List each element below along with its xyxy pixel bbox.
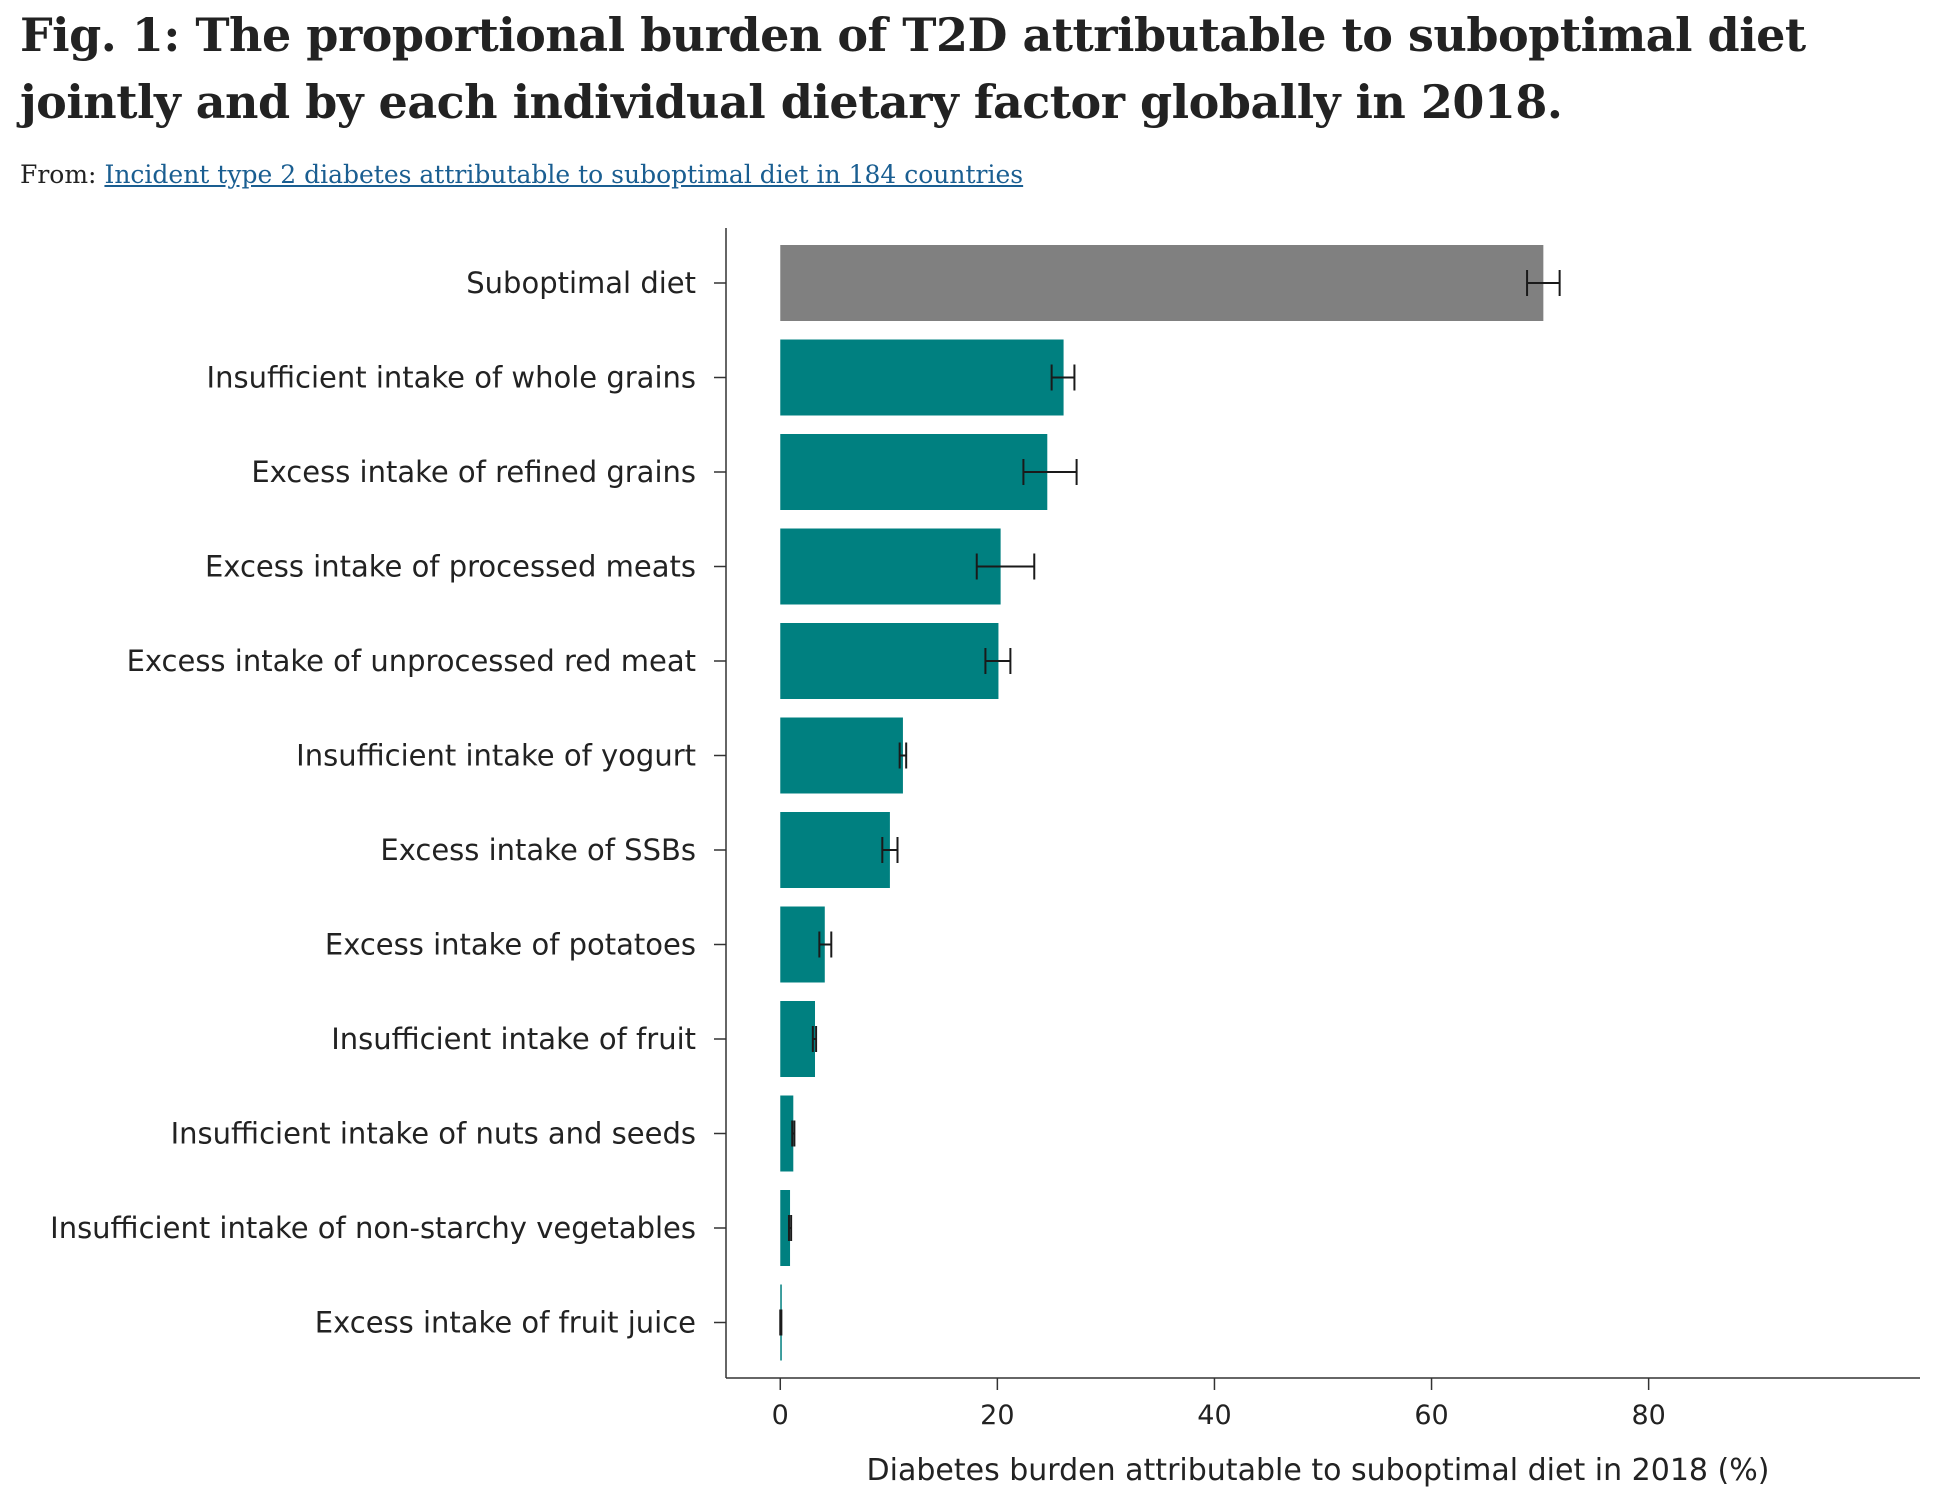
category-label-10: Insufficient intake of non-starchy veget… bbox=[50, 1211, 696, 1245]
bar-3 bbox=[780, 528, 1001, 605]
x-axis-label: Diabetes burden attributable to suboptim… bbox=[867, 1453, 1770, 1488]
error-bar-8 bbox=[811, 1026, 818, 1052]
bar-4 bbox=[780, 623, 999, 699]
bar-chart: Suboptimal diet Insufficient intake of wh… bbox=[50, 228, 1920, 1488]
bars-layer bbox=[780, 245, 1544, 1361]
error-bar-3 bbox=[975, 553, 1036, 580]
x-tick-label-2: 40 bbox=[1197, 1400, 1231, 1431]
category-label-5: Insufficient intake of yogurt bbox=[296, 739, 696, 773]
bar-9 bbox=[780, 1095, 794, 1172]
source-article-link[interactable]: Incident type 2 diabetes attributable to… bbox=[104, 160, 1024, 189]
error-bars-layer bbox=[779, 270, 1561, 1336]
bar-10 bbox=[780, 1190, 791, 1266]
x-tick-label-4: 80 bbox=[1631, 1400, 1665, 1431]
category-label-8: Insufficient intake of fruit bbox=[331, 1022, 696, 1056]
category-label-0: Suboptimal diet bbox=[466, 266, 696, 300]
bar-0 bbox=[780, 245, 1544, 321]
category-label-1: Insufficient intake of whole grains bbox=[207, 361, 696, 395]
category-label-4: Excess intake of unprocessed red meat bbox=[127, 644, 696, 678]
bar-5 bbox=[780, 717, 903, 794]
error-bar-5 bbox=[898, 742, 908, 769]
error-bar-6 bbox=[881, 837, 899, 863]
category-label-11: Excess intake of fruit juice bbox=[315, 1306, 696, 1340]
bar-6 bbox=[780, 812, 890, 888]
bar-8 bbox=[780, 1001, 816, 1077]
category-label-6: Excess intake of SSBs bbox=[380, 833, 696, 867]
from-label: From: bbox=[20, 160, 97, 189]
axes-layer bbox=[714, 228, 1920, 1390]
error-bar-7 bbox=[818, 931, 833, 958]
x-tick-label-1: 20 bbox=[980, 1400, 1014, 1431]
category-label-9: Insufficient intake of nuts and seeds bbox=[171, 1117, 696, 1151]
error-bar-10 bbox=[787, 1215, 793, 1241]
bar-7 bbox=[780, 906, 825, 983]
source-line: From: Incident type 2 diabetes attributa… bbox=[20, 160, 1023, 189]
error-bar-11 bbox=[779, 1309, 783, 1336]
error-bar-4 bbox=[984, 648, 1012, 674]
error-bar-2 bbox=[1022, 459, 1078, 485]
x-tick-label-0: 0 bbox=[772, 1400, 789, 1431]
labels-layer: Suboptimal diet Insufficient intake of wh… bbox=[50, 266, 1666, 1431]
bar-2 bbox=[780, 434, 1048, 510]
bar-1 bbox=[780, 339, 1064, 416]
error-bar-9 bbox=[791, 1120, 796, 1147]
category-label-7: Excess intake of potatoes bbox=[325, 928, 696, 962]
error-bar-0 bbox=[1526, 270, 1561, 296]
category-label-3: Excess intake of processed meats bbox=[205, 550, 696, 584]
category-label-2: Excess intake of refined grains bbox=[251, 455, 696, 489]
x-tick-label-3: 60 bbox=[1414, 1400, 1448, 1431]
error-bar-1 bbox=[1050, 364, 1076, 391]
figure-title: Fig. 1: The proportional burden of T2D a… bbox=[20, 8, 1806, 129]
